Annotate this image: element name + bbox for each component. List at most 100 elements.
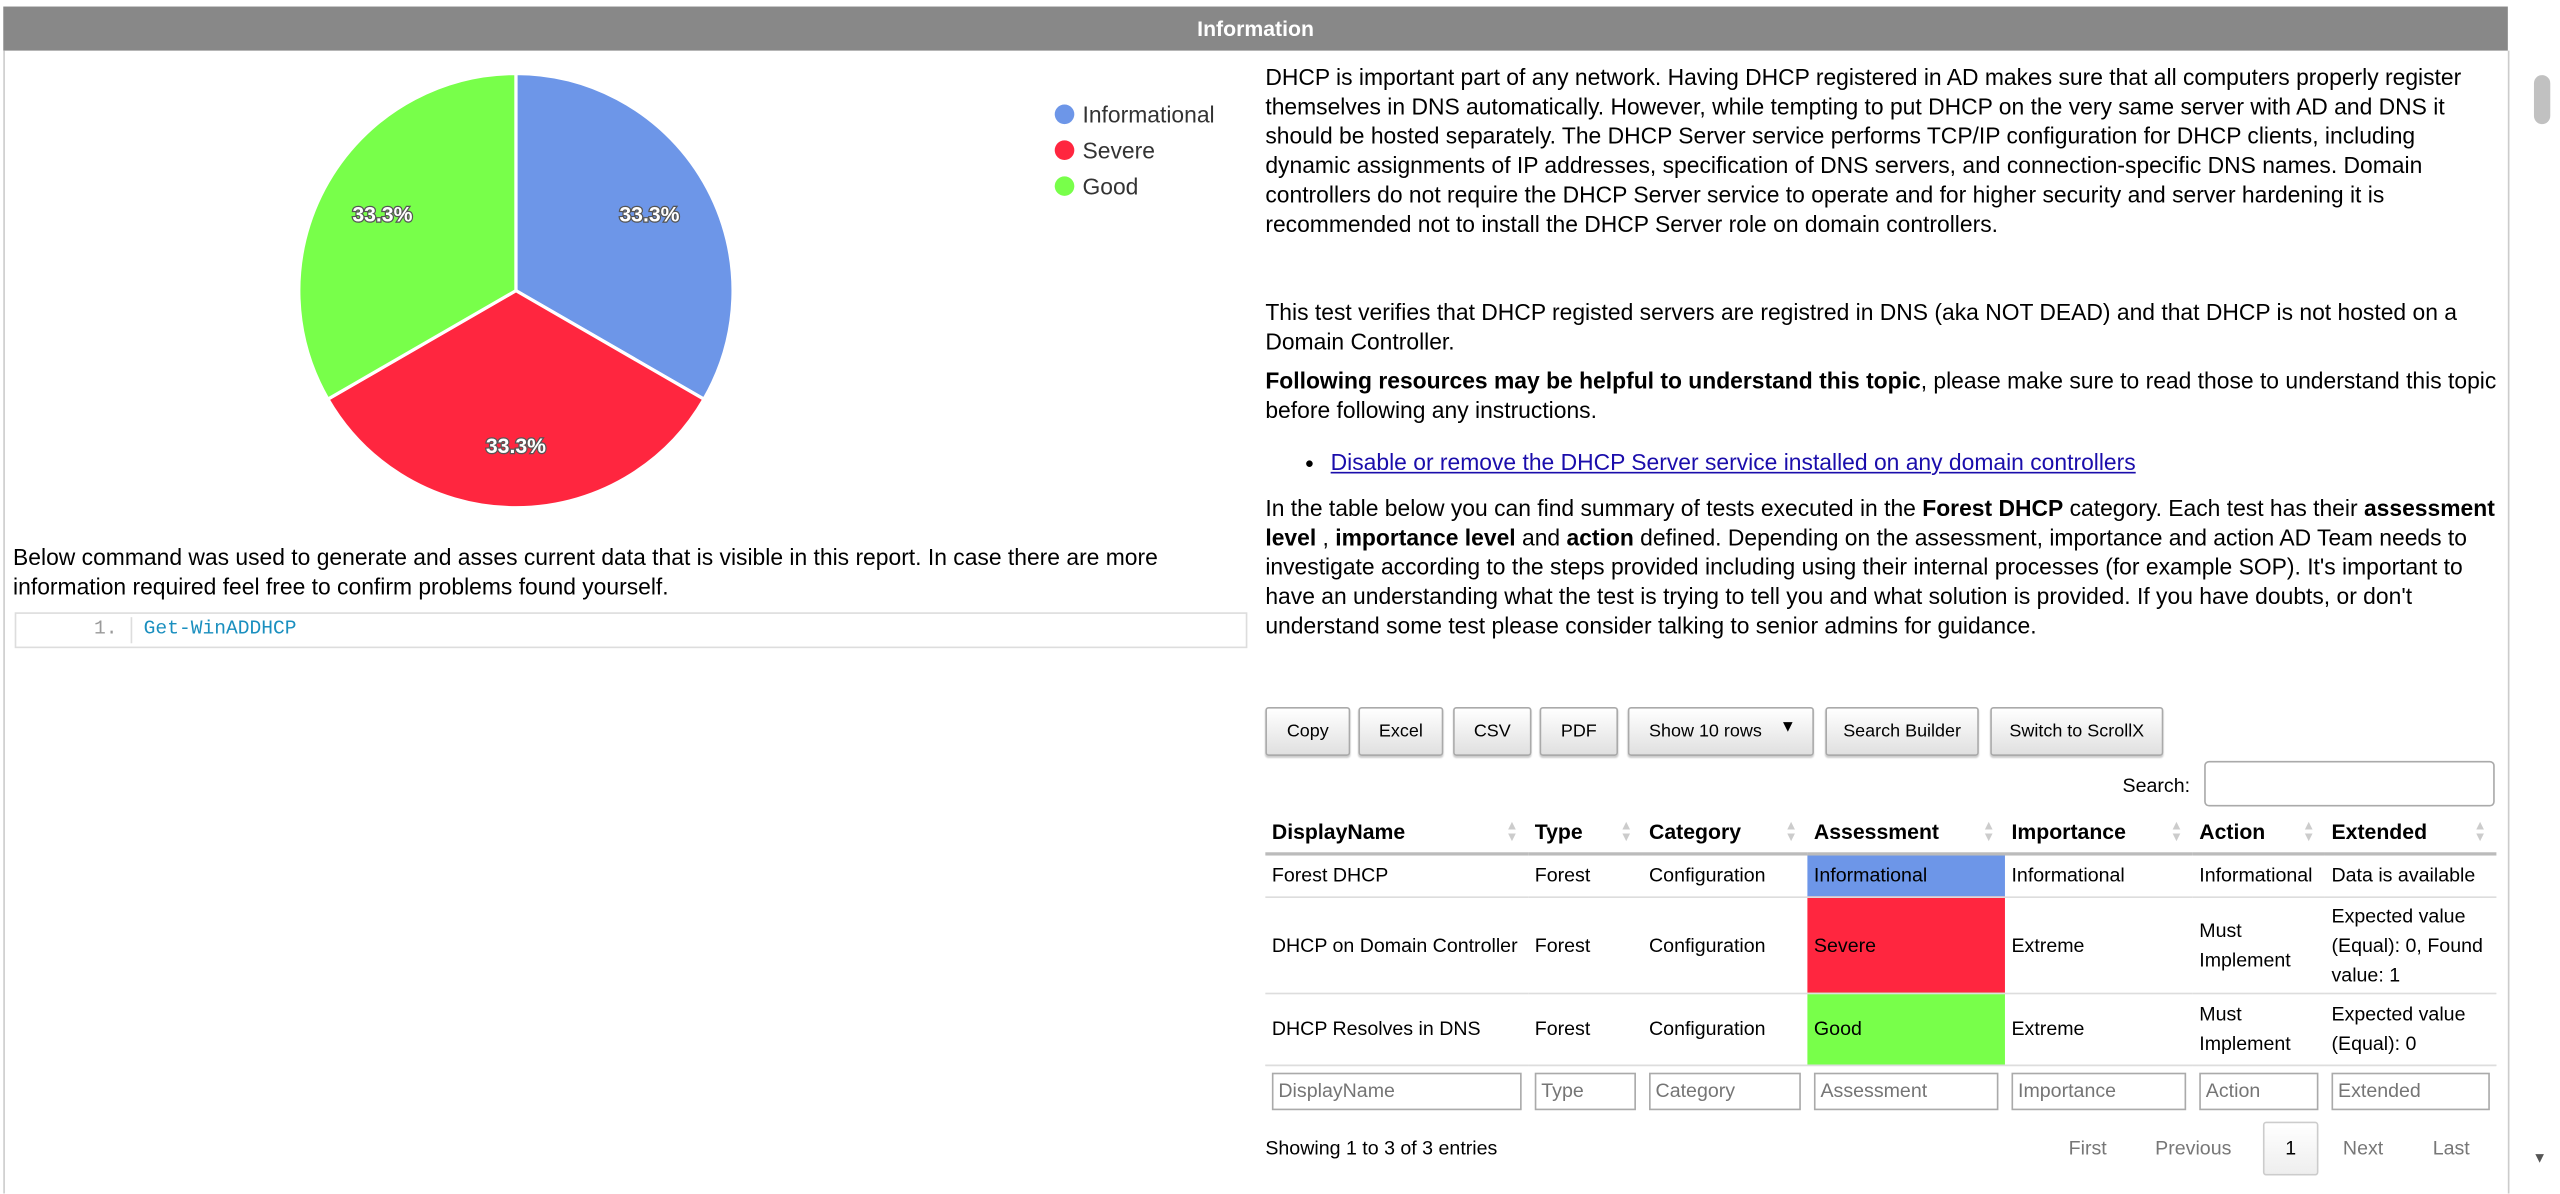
column-header-type[interactable]: Type ▲ ▼ <box>1528 811 1643 856</box>
t: In the table below you can find summary … <box>1265 494 1923 521</box>
copy-button[interactable]: Copy <box>1265 706 1351 756</box>
sort-icon: ▲ ▼ <box>1619 817 1633 845</box>
cell-displayname: Forest DHCP <box>1265 853 1529 898</box>
column-header-assessment[interactable]: Assessment ▲ ▼ <box>1807 811 2005 856</box>
column-header-label: Category <box>1649 819 1742 845</box>
filter-action-input[interactable] <box>2199 1071 2319 1110</box>
t: category. Each test has their <box>2063 494 2364 521</box>
sort-icon: ▲ ▼ <box>1784 817 1798 845</box>
column-header-action[interactable]: Action ▲ ▼ <box>2192 811 2325 856</box>
legend-item-good[interactable]: Good <box>1054 173 1139 200</box>
column-header-label: DisplayName <box>1271 819 1406 845</box>
description-panel: DHCP is important part of any network. H… <box>1265 62 2498 640</box>
cell-action: Informational <box>2192 853 2325 898</box>
column-header-label: Action <box>2199 819 2266 845</box>
sort-icon: ▲ ▼ <box>2302 817 2316 845</box>
filter-cell <box>2005 1065 2193 1110</box>
cell-action: Must Implement <box>2192 896 2325 994</box>
legend-dot-icon <box>1054 140 1075 161</box>
column-header-category[interactable]: Category ▲ ▼ <box>1642 811 1808 856</box>
t: defined. Depending on the assessment, im… <box>1265 524 2467 639</box>
cell-assessment: Good <box>1807 992 2005 1066</box>
sort-icon: ▲ ▼ <box>2473 817 2487 845</box>
t: Forest DHCP <box>1922 494 2064 521</box>
table-row: Forest DHCP Forest Configuration Informatio… <box>1265 853 2497 898</box>
cell-extended: Expected value (Equal): 0, Found value: … <box>2324 896 2497 994</box>
pagination-last[interactable]: Last <box>2432 1136 2470 1160</box>
column-header-importance[interactable]: Importance ▲ ▼ <box>2004 811 2193 856</box>
legend-label: Severe <box>1082 137 1155 164</box>
cell-importance: Extreme <box>2004 896 2193 994</box>
sort-icon: ▲ ▼ <box>1505 817 1519 845</box>
section-panel <box>3 50 2510 1194</box>
switch-scrollx-button[interactable]: Switch to ScrollX <box>1990 706 2164 756</box>
csv-button[interactable]: CSV <box>1453 706 1532 756</box>
column-header-displayname[interactable]: DisplayName ▲ ▼ <box>1265 811 1529 856</box>
cell-displayname: DHCP on Domain Controller <box>1265 896 1529 994</box>
legend-label: Good <box>1082 173 1139 200</box>
filter-cell <box>1642 1065 1807 1110</box>
column-header-extended[interactable]: Extended ▲ ▼ <box>2324 811 2497 856</box>
filter-displayname-input[interactable] <box>1271 1071 1522 1110</box>
filter-extended-input[interactable] <box>2331 1071 2490 1110</box>
code-command: Get-WinADDHCP <box>143 617 297 641</box>
section-header: Information <box>3 6 2508 51</box>
pdf-button[interactable]: PDF <box>1539 706 1619 756</box>
t: importance level <box>1335 524 1516 551</box>
excel-button[interactable]: Excel <box>1358 706 1444 756</box>
cell-assessment: Severe <box>1807 896 2005 994</box>
cell-type: Forest <box>1528 853 1643 898</box>
table-info: Showing 1 to 3 of 3 entries <box>1265 1136 1498 1160</box>
cell-category: Configuration <box>1642 853 1808 898</box>
legend-item-severe[interactable]: Severe <box>1054 137 1155 164</box>
column-header-label: Importance <box>2011 819 2126 845</box>
resource-link[interactable]: Disable or remove the DHCP Server servic… <box>1330 448 2136 476</box>
scroll-down-arrow-icon[interactable]: ▼ <box>2532 1149 2547 1166</box>
filter-cell <box>2193 1065 2325 1110</box>
t: assessment level <box>1265 494 2495 551</box>
pagination-next[interactable]: Next <box>2342 1136 2384 1160</box>
search-builder-button[interactable]: Search Builder <box>1825 706 1979 756</box>
legend-dot-icon <box>1054 104 1075 125</box>
filter-cell <box>2325 1065 2496 1110</box>
table-row: DHCP Resolves in DNS Forest Configuration G… <box>1265 992 2497 1066</box>
filter-importance-input[interactable] <box>2011 1071 2187 1110</box>
pie-data-label: 33.3% <box>619 204 679 227</box>
resources-rest: , please make sure to read those to unde… <box>1265 367 2497 423</box>
scrollbar-thumb[interactable] <box>2533 75 2551 125</box>
cell-extended: Expected value (Equal): 0 <box>2324 992 2497 1066</box>
filter-type-input[interactable] <box>1534 1071 1636 1110</box>
filter-assessment-input[interactable] <box>1813 1071 1999 1110</box>
resources-bold: Following resources may be helpful to un… <box>1265 367 1921 394</box>
pagination-page-1[interactable]: 1 <box>2262 1121 2319 1176</box>
filter-cell <box>1265 1065 1528 1110</box>
paragraph-test-verifies: This test verifies that DHCP registed se… <box>1265 298 2457 355</box>
table-row: DHCP on Domain Controller Forest Configura… <box>1265 896 2497 994</box>
search-label: Search: <box>2122 773 2191 797</box>
pie-chart: 33.3% 33.3% 33.3% <box>297 71 735 510</box>
paragraph-table-summary: In the table below you can find summary … <box>1265 493 2498 640</box>
column-header-label: Extended <box>2331 819 2428 845</box>
cell-type: Forest <box>1528 896 1643 994</box>
pagination-first[interactable]: First <box>2068 1136 2107 1160</box>
pie-slice-informational[interactable] <box>514 71 735 402</box>
tests-table: DisplayName ▲ ▼ Type ▲ ▼ Category ▲ ▼ Assessment ▲… <box>1265 811 2497 1110</box>
pagination-previous[interactable]: Previous <box>2155 1136 2232 1160</box>
cell-action: Must Implement <box>2192 992 2325 1066</box>
sort-icon: ▲ ▼ <box>2169 817 2183 845</box>
search-input[interactable] <box>2204 760 2495 807</box>
filter-cell <box>1807 1065 2005 1110</box>
code-line-number: 1. <box>16 617 133 644</box>
legend-item-informational[interactable]: Informational <box>1054 101 1215 127</box>
pie-slice-severe[interactable] <box>325 288 707 510</box>
vertical-scrollbar[interactable]: ▼ <box>2523 65 2556 1175</box>
t: action <box>1566 524 1634 551</box>
pie-slice-good[interactable] <box>297 71 518 402</box>
column-header-label: Assessment <box>1813 819 1940 845</box>
paragraph-resources: Following resources may be helpful to un… <box>1265 366 2498 425</box>
legend-dot-icon <box>1054 176 1075 196</box>
cell-assessment: Informational <box>1807 853 2005 898</box>
sort-icon: ▲ ▼ <box>1982 817 1996 845</box>
show-rows-dropdown[interactable]: Show 10 rows ▼ <box>1627 706 1814 756</box>
filter-category-input[interactable] <box>1649 1071 1801 1110</box>
